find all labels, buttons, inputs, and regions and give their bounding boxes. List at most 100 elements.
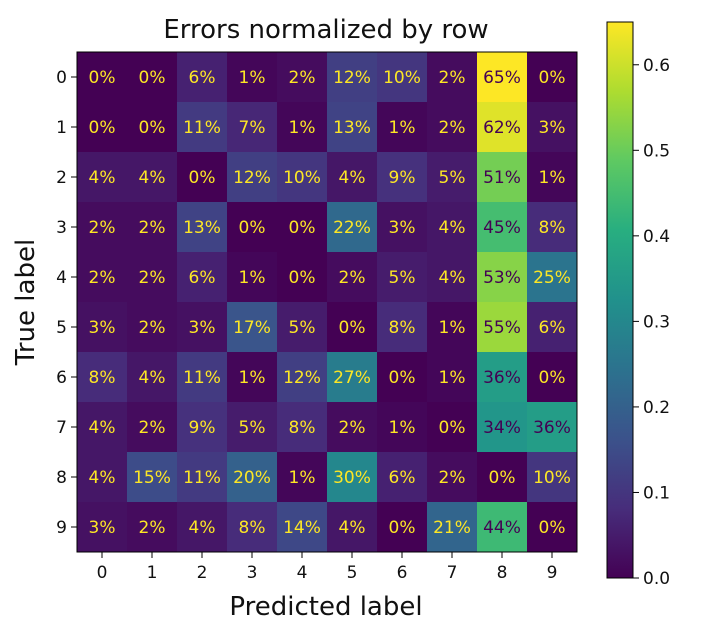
heatmap-cell: [277, 102, 327, 152]
heatmap-cell: [177, 402, 227, 452]
colorbar: [606, 21, 634, 579]
y-tick-label: 2: [56, 168, 67, 188]
cell-label: 5%: [239, 418, 266, 438]
heatmap-cell: [427, 452, 477, 502]
heatmap-cell: [277, 152, 327, 202]
cell-label: 3%: [189, 318, 216, 338]
heatmap-cell: [427, 102, 477, 152]
cell-label: 8%: [539, 218, 566, 238]
cell-label: 20%: [233, 468, 271, 488]
cell-label: 2%: [139, 268, 166, 288]
heatmap-cell: [377, 102, 427, 152]
heatmap-cell: [77, 52, 127, 102]
heatmap-cell: [177, 152, 227, 202]
x-tick-label: 0: [97, 563, 108, 583]
heatmap-cell: [127, 502, 177, 552]
cell-label: 0%: [89, 68, 116, 88]
cell-label: 0%: [539, 518, 566, 538]
cell-label: 1%: [389, 118, 416, 138]
heatmap-cell: [477, 252, 527, 302]
cell-label: 3%: [389, 218, 416, 238]
heatmap-cell: [227, 502, 277, 552]
cell-label: 4%: [189, 518, 216, 538]
colorbar-tick-label: 0.0: [643, 569, 670, 589]
colorbar-tick-label: 0.4: [643, 227, 670, 247]
cell-label: 2%: [339, 418, 366, 438]
cell-label: 0%: [539, 68, 566, 88]
heatmap-cell: [477, 202, 527, 252]
heatmap-cell: [427, 502, 477, 552]
heatmap-cell: [477, 302, 527, 352]
heatmap-cell: [277, 502, 327, 552]
heatmap-cell: [77, 502, 127, 552]
x-tick-label: 1: [147, 563, 158, 583]
heatmap-cell: [327, 452, 377, 502]
colorbar-tick-label: 0.2: [643, 398, 670, 418]
cell-label: 12%: [283, 368, 321, 388]
cell-label: 0%: [439, 418, 466, 438]
x-tick-label: 2: [197, 563, 208, 583]
cell-label: 36%: [483, 368, 521, 388]
heatmap-cell: [227, 452, 277, 502]
cell-label: 0%: [289, 268, 316, 288]
y-tick-label: 0: [56, 68, 67, 88]
heatmap-cell: [227, 152, 277, 202]
cell-label: 3%: [89, 518, 116, 538]
cell-label: 1%: [239, 368, 266, 388]
heatmap-cell: [527, 302, 577, 352]
heatmap-cell: [127, 352, 177, 402]
heatmap-cell: [377, 352, 427, 402]
heatmap-frame: [76, 51, 578, 553]
cell-label: 11%: [183, 118, 221, 138]
cell-label: 13%: [333, 118, 371, 138]
x-tick-label: 4: [297, 563, 308, 583]
heatmap-cell: [527, 152, 577, 202]
y-axis-label: True label: [11, 239, 41, 366]
y-tick-label: 7: [56, 418, 67, 438]
cell-label: 0%: [539, 368, 566, 388]
heatmap-cell: [177, 52, 227, 102]
heatmap-cell: [277, 452, 327, 502]
x-axis-ticks: 0 1 2 3 4 5 6 7 8 9: [97, 552, 557, 583]
heatmap-cell: [377, 302, 427, 352]
cell-label: 14%: [283, 518, 321, 538]
cell-label: 9%: [389, 168, 416, 188]
cell-label: 0%: [139, 68, 166, 88]
cell-label: 4%: [89, 418, 116, 438]
heatmap-cell: [477, 352, 527, 402]
heatmap-cell: [327, 152, 377, 202]
heatmap-cell: [327, 52, 377, 102]
cell-label: 27%: [333, 368, 371, 388]
cell-label: 1%: [289, 118, 316, 138]
heatmap-cell: [427, 402, 477, 452]
heatmap-cell: [227, 252, 277, 302]
heatmap-cell: [427, 152, 477, 202]
heatmap-cell: [227, 102, 277, 152]
heatmap-cell: [77, 352, 127, 402]
heatmap-cell: [427, 252, 477, 302]
colorbar-tick-label: 0.3: [643, 312, 670, 332]
heatmap-cell: [377, 502, 427, 552]
cell-label: 44%: [483, 518, 521, 538]
heatmap-cell: [77, 102, 127, 152]
cell-label: 0%: [489, 468, 516, 488]
cell-label: 10%: [533, 468, 571, 488]
cell-label: 2%: [439, 68, 466, 88]
heatmap-cell: [127, 302, 177, 352]
colorbar-tick-label: 0.6: [643, 56, 670, 76]
x-tick-label: 3: [247, 563, 258, 583]
cell-label: 36%: [533, 418, 571, 438]
heatmap-cell: [227, 352, 277, 402]
heatmap-cell: [477, 102, 527, 152]
heatmap-cell: [77, 202, 127, 252]
cell-label: 5%: [289, 318, 316, 338]
x-tick-label: 5: [347, 563, 358, 583]
heatmap-cell: [227, 52, 277, 102]
cell-label: 0%: [239, 218, 266, 238]
cell-label: 34%: [483, 418, 521, 438]
heatmap-cell: [327, 302, 377, 352]
heatmap-cell: [527, 502, 577, 552]
heatmap-cell: [127, 102, 177, 152]
x-tick-label: 6: [397, 563, 408, 583]
heatmap-cell: [77, 452, 127, 502]
